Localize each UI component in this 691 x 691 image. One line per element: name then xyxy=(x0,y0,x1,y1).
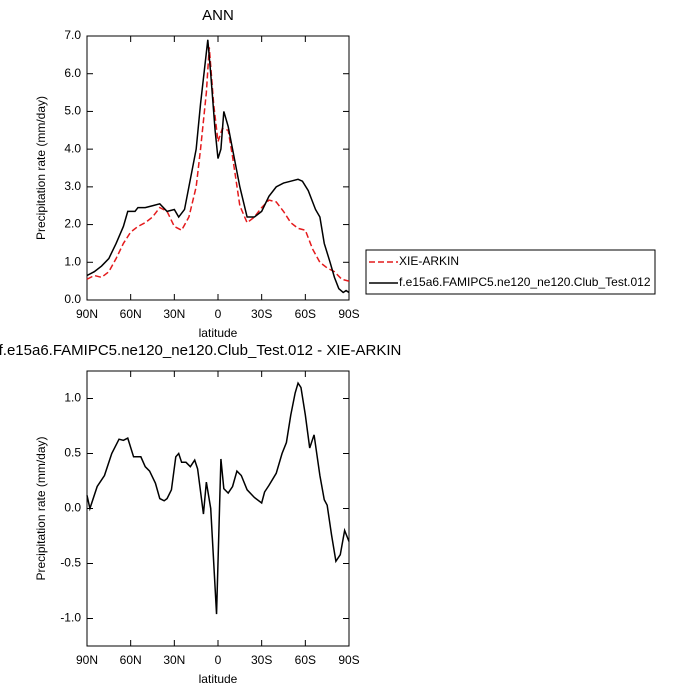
legend-label: f.e15a6.FAMIPC5.ne120_ne120.Club_Test.01… xyxy=(399,275,651,289)
chart-title: f.e15a6.FAMIPC5.ne120_ne120.Club_Test.01… xyxy=(0,342,401,359)
y-tick-label: 4.0 xyxy=(64,141,81,155)
y-tick-label: 0.0 xyxy=(64,292,81,306)
data-line xyxy=(86,47,350,282)
x-tick-label: 30N xyxy=(163,307,185,321)
y-tick-label: 0.5 xyxy=(64,446,81,460)
x-axis-label: latitude xyxy=(199,672,238,686)
legend-label: XIE-ARKIN xyxy=(399,254,459,268)
x-tick-label: 30S xyxy=(251,653,272,667)
data-line xyxy=(86,39,350,294)
x-tick-label: 90S xyxy=(338,653,359,667)
y-tick-label: 3.0 xyxy=(64,179,81,193)
y-tick-label: 1.0 xyxy=(64,254,81,268)
data-line xyxy=(86,381,350,615)
x-tick-label: 90S xyxy=(338,307,359,321)
x-tick-label: 30N xyxy=(163,653,185,667)
y-tick-label: -0.5 xyxy=(60,556,81,570)
plot-frame xyxy=(86,35,350,301)
y-axis-label: Precipitation rate (mm/day) xyxy=(34,436,48,580)
x-tick-label: 0 xyxy=(215,653,222,667)
x-tick-label: 60N xyxy=(120,307,142,321)
y-tick-label: 1.0 xyxy=(64,391,81,405)
x-tick-label: 30S xyxy=(251,307,272,321)
x-tick-label: 60N xyxy=(120,653,142,667)
plot-frame xyxy=(86,370,350,647)
x-tick-label: 90N xyxy=(76,307,98,321)
y-tick-label: 7.0 xyxy=(64,28,81,42)
y-tick-label: 2.0 xyxy=(64,217,81,231)
x-tick-label: 60S xyxy=(295,307,316,321)
y-tick-label: 0.0 xyxy=(64,501,81,515)
x-tick-label: 90N xyxy=(76,653,98,667)
x-tick-label: 0 xyxy=(215,307,222,321)
x-axis-label: latitude xyxy=(199,326,238,340)
y-tick-label: 5.0 xyxy=(64,104,81,118)
y-axis-label: Precipitation rate (mm/day) xyxy=(34,96,48,240)
y-tick-label: -1.0 xyxy=(60,611,81,625)
x-tick-label: 60S xyxy=(295,653,316,667)
legend-box xyxy=(365,249,656,295)
y-tick-label: 6.0 xyxy=(64,66,81,80)
chart-title: ANN xyxy=(202,7,234,24)
